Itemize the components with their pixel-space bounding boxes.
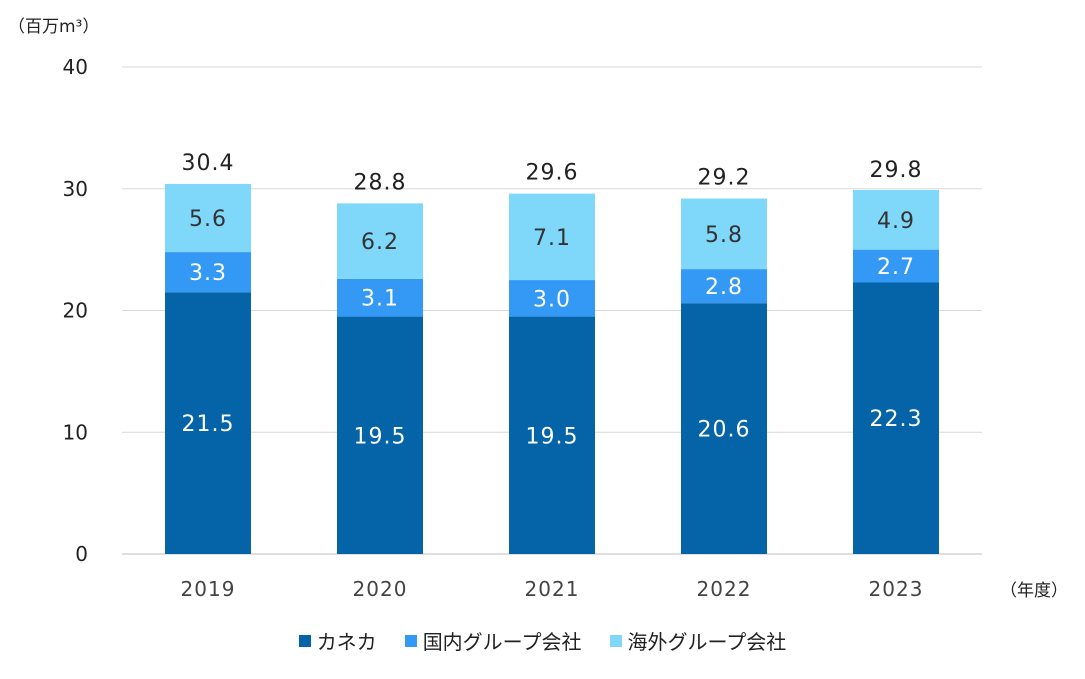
legend-label-kaneka: カネカ	[316, 630, 377, 654]
segment-value-label: 3.0	[533, 287, 571, 312]
bars	[165, 183, 939, 554]
bar-segment	[853, 189, 939, 250]
segment-value-label: 3.1	[361, 287, 399, 312]
x-tick-label: 2022	[697, 577, 752, 601]
legend-label-domestic: 国内グループ会社	[422, 630, 582, 654]
segment-value-label: 4.9	[877, 209, 915, 234]
bar-segment	[165, 252, 251, 293]
legend-label-overseas: 海外グループ会社	[627, 630, 787, 654]
y-axis-unit-label: （百万m³）	[8, 17, 100, 37]
legend: カネカ 国内グループ会社 海外グループ会社	[0, 626, 1085, 655]
total-value-label: 29.6	[526, 161, 579, 186]
bar-segment	[165, 183, 251, 253]
y-axis-ticks: 0 10 20 30 40	[63, 55, 88, 566]
y-tick-label: 0	[75, 542, 88, 566]
legend-item-kaneka: カネカ	[298, 626, 377, 655]
segment-value-label: 22.3	[870, 407, 923, 432]
value-labels: 21.5 3.3 5.6 30.4 19.5 3.1 6.2 28.8 19.5 3.0 7.1 29…	[182, 151, 923, 449]
y-tick-label: 10	[63, 420, 88, 444]
x-tick-label: 2020	[353, 577, 408, 601]
y-tick-label: 30	[63, 177, 88, 201]
x-axis-ticks: 2019 2020 2021 2022 2023	[181, 577, 924, 601]
total-value-label: 30.4	[182, 151, 235, 176]
segment-value-label: 19.5	[354, 424, 407, 449]
bar-segment	[509, 280, 595, 317]
segment-value-label: 7.1	[533, 226, 571, 251]
x-tick-label: 2021	[525, 577, 580, 601]
segment-value-label: 6.2	[361, 230, 399, 255]
segment-value-label: 5.6	[189, 207, 227, 232]
bar-segment	[337, 203, 423, 279]
bar-segment	[337, 316, 423, 554]
segment-value-label: 21.5	[182, 412, 235, 437]
x-axis-unit-label: （年度）	[1000, 581, 1068, 601]
legend-swatch-domestic	[404, 634, 417, 647]
segment-value-label: 3.3	[189, 261, 227, 286]
bar-segment	[509, 193, 595, 281]
bar-segment	[509, 316, 595, 554]
segment-value-label: 2.8	[705, 275, 743, 300]
total-value-label: 29.2	[698, 165, 751, 190]
segment-value-label: 20.6	[698, 418, 751, 443]
total-value-label: 29.8	[870, 158, 923, 183]
legend-item-domestic: 国内グループ会社	[404, 626, 582, 655]
y-tick-label: 20	[63, 299, 88, 323]
segment-value-label: 5.8	[705, 223, 743, 248]
legend-swatch-overseas	[609, 634, 622, 647]
segment-value-label: 2.7	[877, 255, 915, 280]
bar-segment	[165, 292, 251, 554]
bar-segment	[681, 198, 767, 270]
bar-segment	[681, 303, 767, 554]
x-tick-label: 2023	[869, 577, 924, 601]
legend-item-overseas: 海外グループ会社	[609, 626, 787, 655]
legend-swatch-kaneka	[298, 634, 311, 647]
y-tick-label: 40	[63, 55, 88, 79]
bar-segment	[337, 278, 423, 317]
bar-segment	[853, 249, 939, 283]
total-value-label: 28.8	[354, 170, 407, 195]
x-tick-label: 2019	[181, 577, 236, 601]
segment-value-label: 19.5	[526, 424, 579, 449]
bar-segment	[853, 282, 939, 554]
bar-segment	[681, 269, 767, 304]
